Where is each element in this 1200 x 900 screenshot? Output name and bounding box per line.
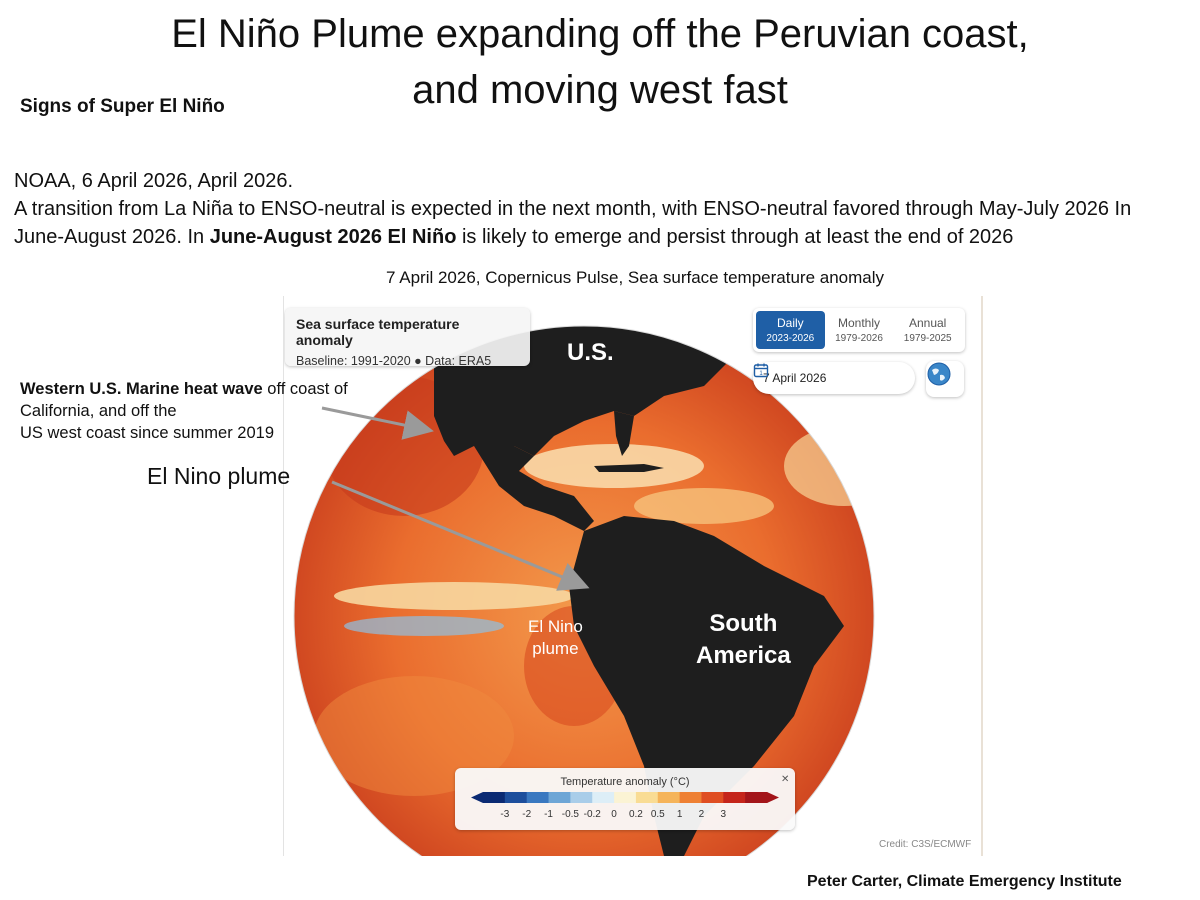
label-america: America [696,642,791,669]
collapse-icon[interactable]: ✕ [781,774,790,785]
legend-color-step [723,792,746,803]
label-plume-line-1: El Nino [528,617,583,636]
tab-annual-range: 1979-2025 [903,333,952,344]
annotation-heatwave-rest2: US west coast since summer 2019 [20,424,275,442]
label-plume-line-2: plume [532,639,579,658]
tab-annual-label: Annual [908,316,947,330]
warm-patch [314,676,514,796]
annotation-plume: El Nino plume [147,463,291,489]
annotation-heatwave-rest1: off coast of California, and off the [20,380,348,420]
tab-daily-range: 2023-2026 [766,333,815,344]
legend-tick-label: 1 [677,809,683,820]
legend-tick-label: -1 [544,809,553,820]
noaa-line-2: A transition from La Niña to ENSO-neutra… [14,198,1132,248]
footer-credit: Peter Carter, Climate Emergency Institut… [807,873,1122,890]
legend-tick-label: 2 [699,809,705,820]
cool-patch [634,488,774,524]
calendar-icon: 1 [753,363,769,378]
layer-info-card: Sea surface temperature anomaly Baseline… [285,308,530,368]
date-value: 7 April 2026 [763,371,827,385]
svg-text:1: 1 [759,371,763,377]
cool-patch [334,582,574,610]
legend-color-step [570,792,593,803]
noaa-line-1: NOAA, 6 April 2026, April 2026. [14,170,294,192]
legend-tick-label: 0.2 [629,809,643,820]
globe-icon [927,362,951,386]
legend-tick-label: -3 [500,809,509,820]
legend-color-step [679,792,702,803]
noaa-line-3: is likely to emerge and persist through … [456,226,1014,248]
period-tabs: Daily 2023-2026 Monthly 1979-2026 Annual 19… [753,308,965,352]
legend-color-step [592,792,615,803]
annotation-heatwave-bold: Western U.S. Marine heat wave [20,380,263,398]
tab-monthly[interactable]: Monthly 1979-2026 [825,311,894,349]
legend-tick-label: 0 [611,809,617,820]
legend-tick-label: 0.5 [651,809,665,820]
map-caption: 7 April 2026, Copernicus Pulse, Sea surf… [386,268,884,287]
cool-patch [784,426,874,506]
tab-monthly-range: 1979-2026 [835,333,883,344]
cool-patch [344,616,504,636]
noaa-bold-period: June-August 2026 El Niño [209,226,457,248]
tab-monthly-label: Monthly [837,316,881,330]
annotation-heatwave: Western U.S. Marine heat wave off coast … [20,378,370,444]
noaa-paragraph: A transition from La Niña to ENSO-neutra… [14,195,1184,251]
map-frame[interactable]: Sea surface temperature anomaly Baseline… [283,296,983,856]
legend-tick-label: 3 [721,809,727,820]
noaa-text: NOAA, 6 April 2026, April 2026. A transi… [14,167,1184,251]
tab-annual[interactable]: Annual 1979-2025 [893,311,962,349]
legend-color-step [504,792,528,803]
legend-color-step [701,792,724,803]
label-el-nino-plume: El Nino plume [528,616,583,660]
legend-color-step [483,792,506,803]
legend-colorbar: -3 -2 -1 -0.5 -0.2 0 0.2 0.5 1 2 3 [471,792,779,820]
legend-title: Temperature anomaly (°C) [560,776,690,788]
page-title-line-1: El Niño Plume expanding off the Peruvian… [171,12,1029,56]
legend-color-step [657,792,681,803]
south-america-land [569,516,844,856]
credit: Credit: C3S/ECMWF [879,839,972,850]
florida-land [614,411,634,456]
legend-arrow-high [767,792,779,803]
layer-title: Sea surface temperature anomaly [296,316,460,348]
legend-tick-label: -2 [522,809,531,820]
legend-color-step [635,792,659,803]
caribbean-islands [594,464,664,472]
subtitle: Signs of Super El Niño [20,96,225,117]
label-south: South [709,610,778,637]
color-legend: Temperature anomaly (°C) ✕ -3 -2 -1 -0.5 -0.… [455,768,795,830]
page-title-line-2: and moving west fast [412,68,788,112]
tab-daily-label: Daily [777,316,804,330]
date-picker[interactable]: 1 7 April 2026 [753,362,915,394]
tab-daily[interactable]: Daily 2023-2026 [756,311,825,349]
label-us: U.S. [567,339,614,366]
legend-color-step [745,792,768,803]
legend-color-step [548,792,571,803]
globe-view-button[interactable] [926,361,964,397]
label-south-america: South America [696,608,791,672]
legend-tick-label: -0.2 [584,809,602,820]
legend-color-step [614,792,637,803]
legend-arrow-low [471,792,483,803]
legend-color-step [526,792,550,803]
layer-baseline: Baseline: 1991-2020 ● Data: ERA5 [296,354,492,368]
legend-tick-label: -0.5 [562,809,580,820]
